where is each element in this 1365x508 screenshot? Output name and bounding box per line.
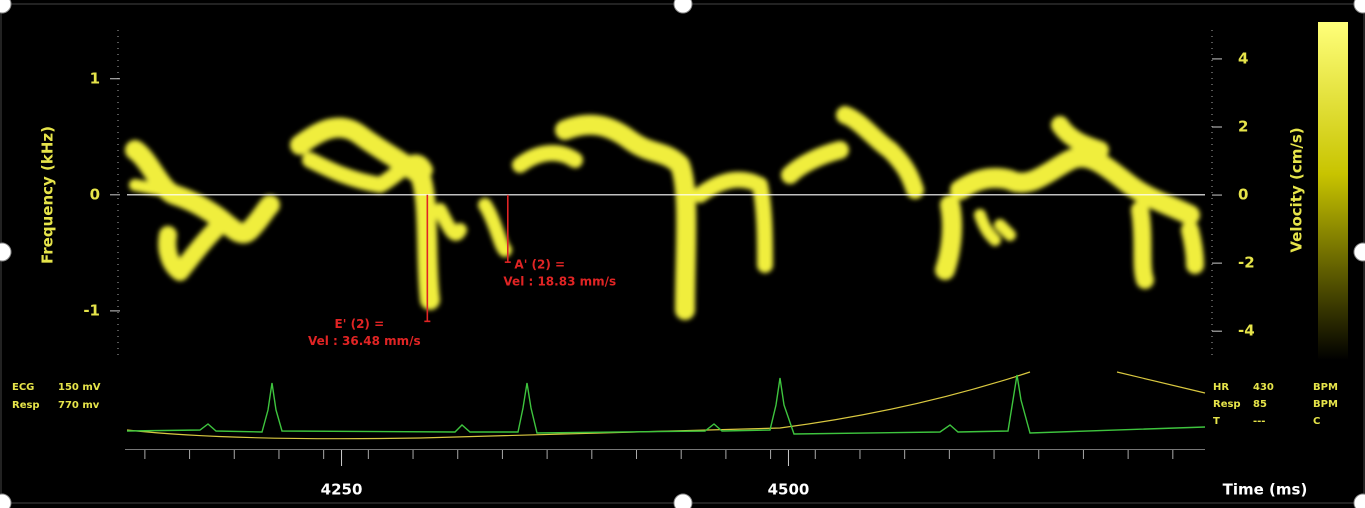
- y2-tick-label: 4: [1238, 49, 1248, 67]
- physio-name: Resp: [12, 400, 40, 411]
- handle[interactable]: [0, 493, 12, 508]
- handle[interactable]: [0, 242, 12, 262]
- frequency-axis-label: Frequency (kHz): [39, 126, 57, 264]
- physio-unit: C: [1313, 416, 1320, 427]
- handle[interactable]: [673, 0, 693, 14]
- physio-value: ---: [1253, 416, 1265, 427]
- y2-tick-label: 2: [1238, 117, 1248, 135]
- ecg-trace: [126, 374, 1206, 435]
- physio-name: HR: [1213, 382, 1229, 393]
- spectrogram-texture: [125, 106, 1204, 320]
- handle[interactable]: [0, 0, 12, 14]
- physio-readouts: ECG 150 mV Resp 770 mv HR 430 BPM Resp 85 BPM T ---…: [12, 382, 1338, 427]
- y2-tick-label: -4: [1238, 322, 1255, 340]
- y-tick-label: 0: [90, 185, 100, 203]
- time-axis-label: Time (ms): [1223, 481, 1308, 499]
- y2-tick-label: -2: [1238, 254, 1255, 272]
- velocity-axis-label: Velocity (cm/s): [1288, 127, 1306, 252]
- time-axis-line: [125, 449, 1205, 450]
- handle[interactable]: [673, 493, 693, 508]
- physio-unit: BPM: [1313, 399, 1338, 410]
- handle[interactable]: [1353, 242, 1365, 262]
- y-tick-label: 1: [90, 69, 100, 87]
- physio-value: 430: [1253, 382, 1274, 393]
- physio-name: T: [1213, 416, 1220, 427]
- measure-value: Vel : 36.48 mm/s: [308, 334, 421, 348]
- handle[interactable]: [1353, 0, 1365, 14]
- x-tick-label: 4250: [321, 481, 363, 499]
- colorbar: [1318, 22, 1348, 360]
- physio-name: Resp: [1213, 399, 1241, 410]
- measure-value: Vel : 18.83 mm/s: [503, 275, 616, 289]
- measure-label: A' (2) =: [514, 258, 565, 272]
- physio-value: 85: [1253, 399, 1267, 410]
- handle[interactable]: [1353, 493, 1365, 508]
- physio-value: 770 mv: [58, 400, 100, 411]
- physio-value: 150 mV: [58, 382, 101, 393]
- physio-name: ECG: [12, 382, 34, 393]
- x-tick-label: 4500: [768, 481, 810, 499]
- physio-unit: BPM: [1313, 382, 1338, 393]
- measure-label: E' (2) =: [335, 317, 385, 331]
- y-tick-label: -1: [83, 301, 100, 319]
- y2-tick-label: 0: [1238, 186, 1248, 204]
